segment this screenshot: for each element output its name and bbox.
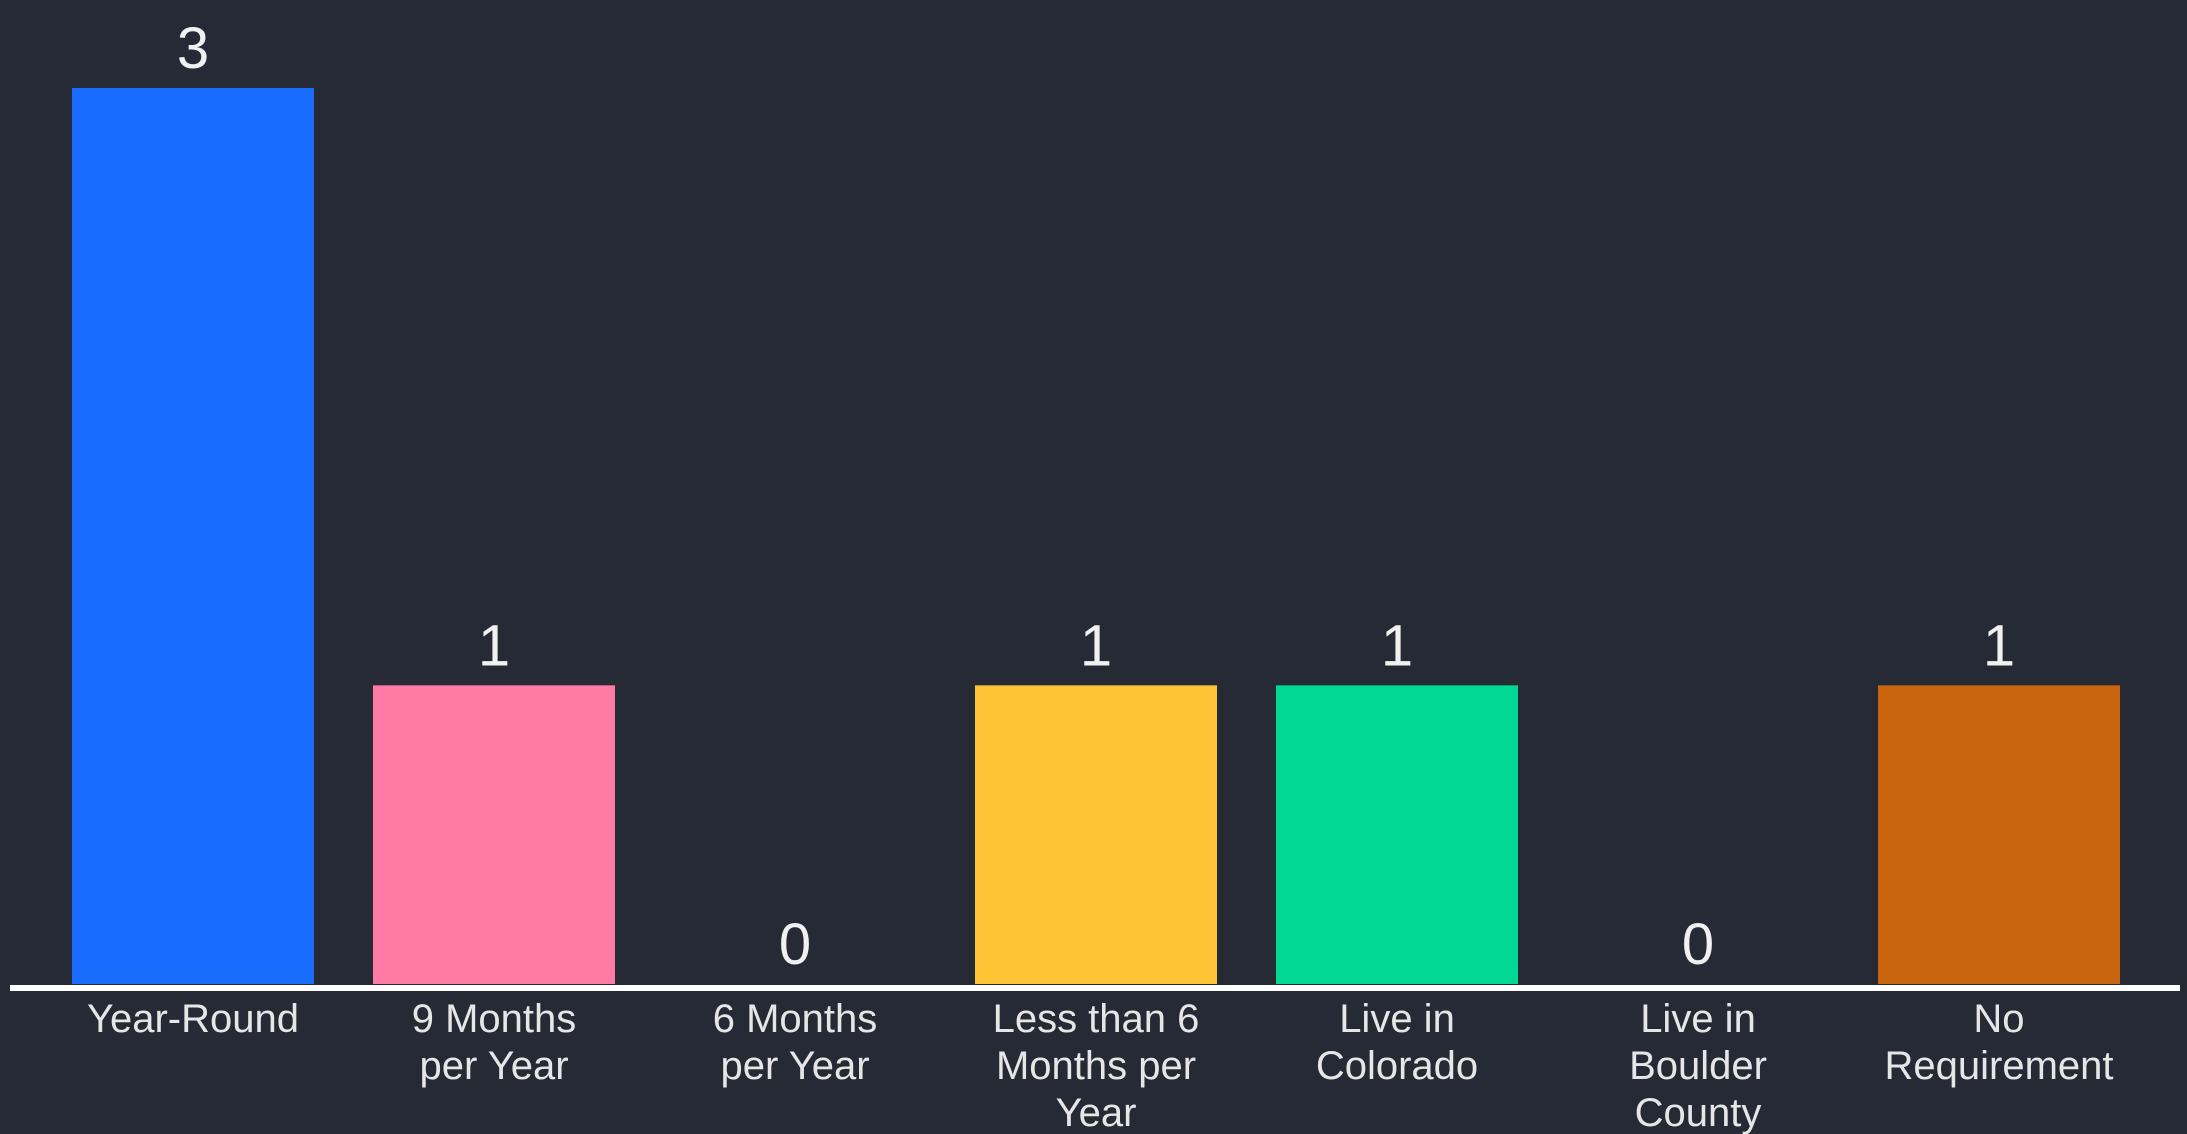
- tick-label-1: 9 Months per Year: [412, 997, 577, 1088]
- bar-3: [975, 685, 1217, 984]
- value-label-6: 1: [1983, 613, 2015, 678]
- tick-label-0: Year-Round: [87, 997, 299, 1041]
- tick-label-2: 6 Months per Year: [713, 997, 878, 1088]
- tick-label-4: Live in Colorado: [1316, 997, 1478, 1088]
- value-labels-group: 3 1 0 1 1 0 1: [177, 16, 2015, 977]
- tick-label-3: Less than 6 Months per Year: [993, 997, 1200, 1134]
- tick-label-5: Live in Boulder County: [1629, 997, 1767, 1134]
- bars-group: [72, 88, 2120, 984]
- value-label-1: 1: [478, 613, 510, 678]
- value-label-4: 1: [1381, 613, 1413, 678]
- tick-labels-group: Year-Round 9 Months per Year 6 Months per Ye…: [87, 997, 2114, 1134]
- value-label-5: 0: [1682, 912, 1714, 977]
- bar-6: [1878, 685, 2120, 984]
- bar-4: [1276, 685, 1518, 984]
- bar-0: [72, 88, 314, 984]
- value-label-3: 1: [1080, 613, 1112, 678]
- tick-label-6: No Requirement: [1884, 997, 2113, 1088]
- bar-1: [373, 685, 615, 984]
- value-label-2: 0: [779, 912, 811, 977]
- value-label-0: 3: [177, 16, 209, 81]
